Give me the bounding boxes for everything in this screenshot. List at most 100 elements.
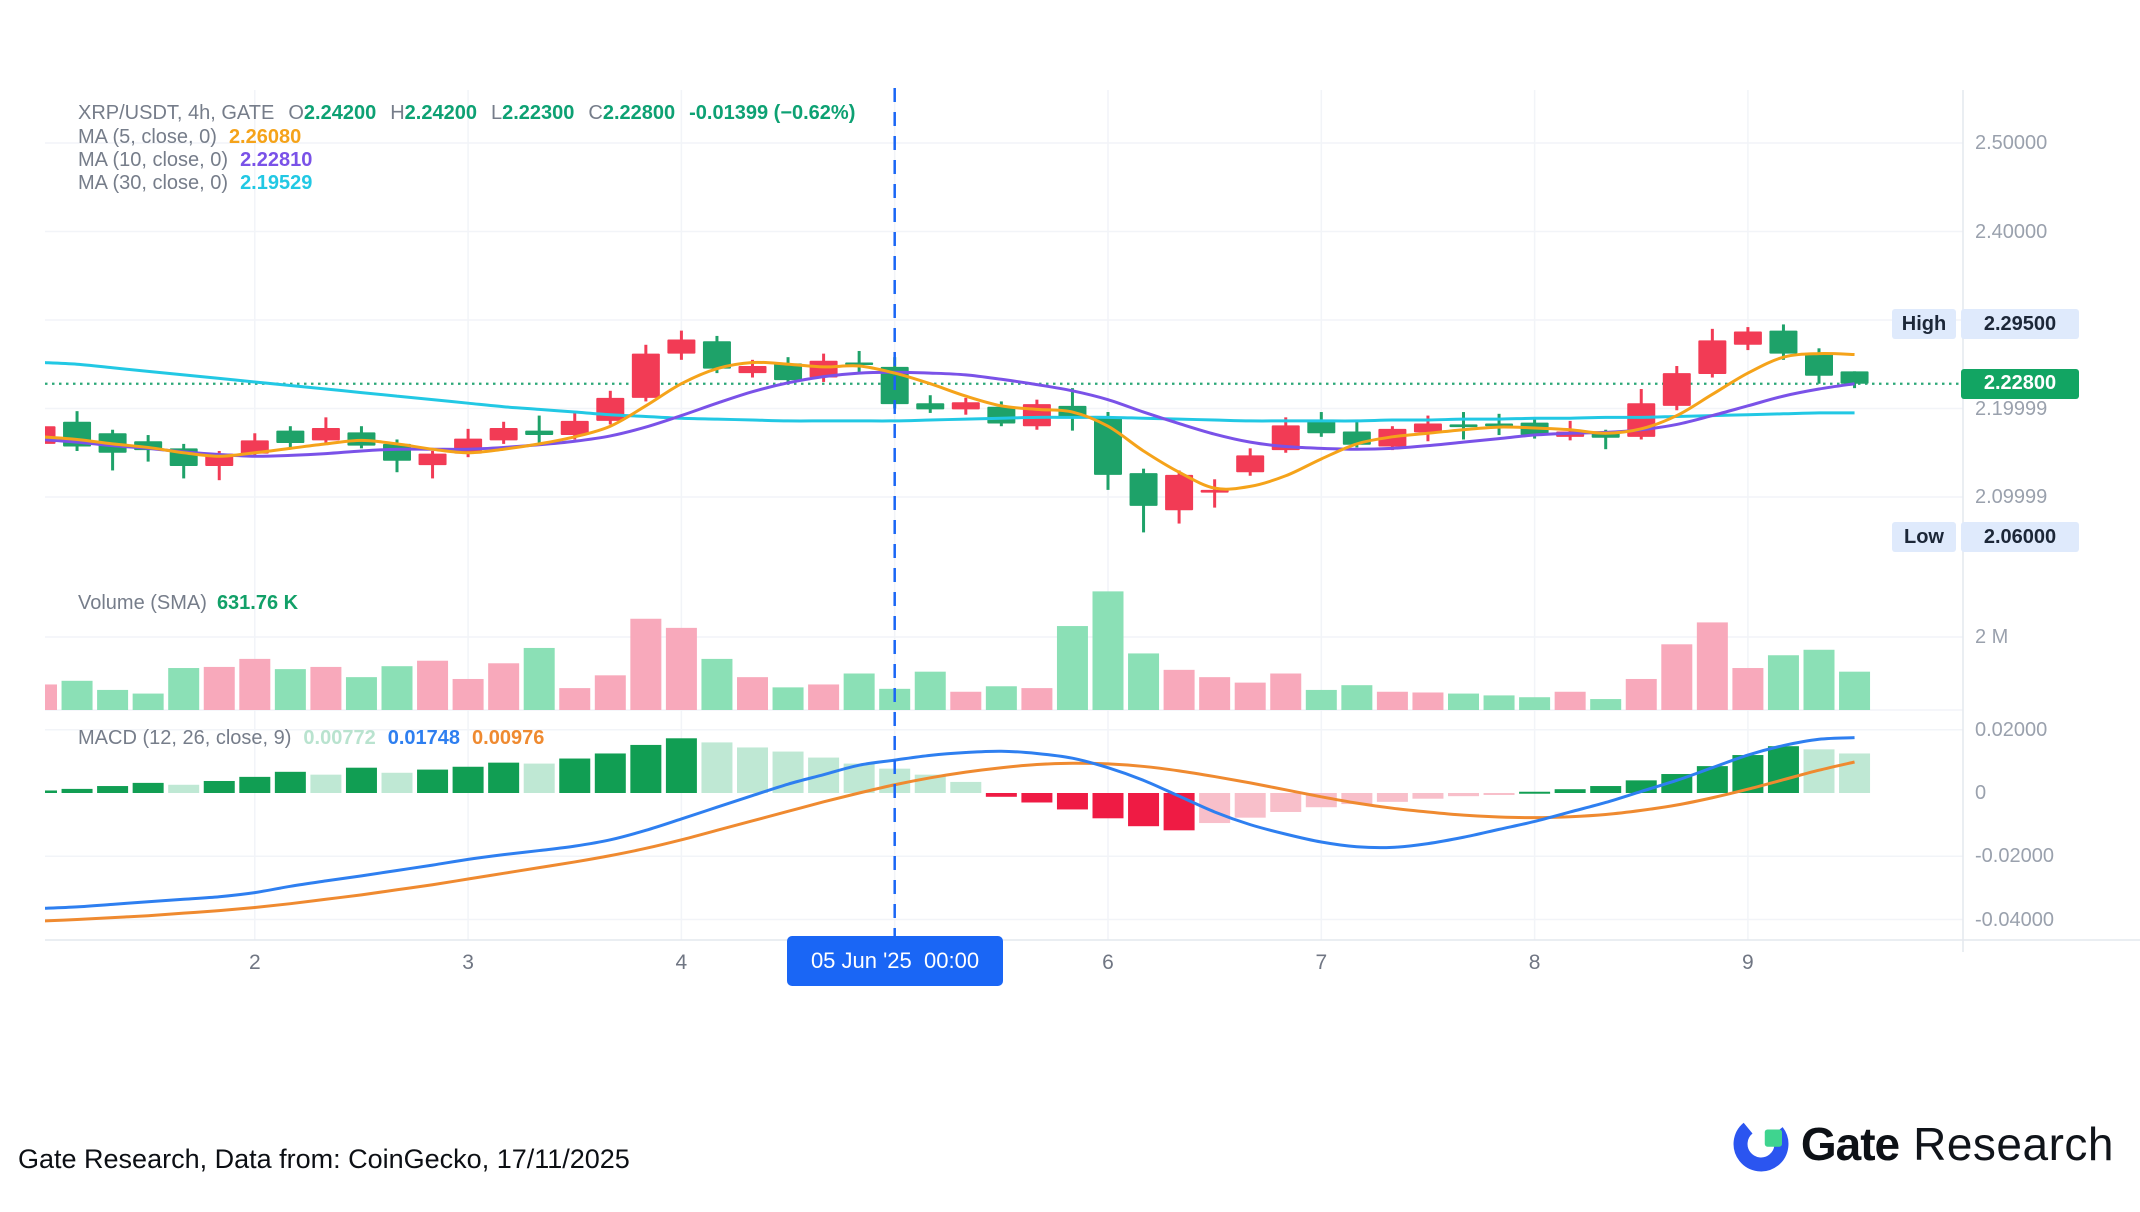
macd-hist-bar — [1341, 793, 1373, 805]
candle — [1733, 331, 1762, 345]
volume-bar — [1483, 695, 1515, 710]
candle — [1769, 330, 1798, 354]
volume-bar — [665, 627, 697, 710]
volume-bar — [1767, 655, 1799, 710]
candle — [560, 420, 589, 436]
ma10-legend: MA (10, close, 0) 2.22810 — [78, 149, 312, 172]
volume-bar — [1199, 677, 1231, 710]
candle — [1236, 455, 1265, 473]
volume-bar — [132, 693, 164, 710]
macd-hist-bar — [950, 781, 982, 793]
chart-svg[interactable] — [0, 0, 2140, 1010]
open-value: 2.24200 — [303, 102, 377, 124]
time-tick-label: 6 — [1102, 951, 1114, 974]
candle — [1200, 489, 1229, 493]
volume-bar — [1092, 591, 1124, 710]
axis-tick-label: 0.02000 — [1975, 718, 2048, 741]
volume-bar — [1234, 682, 1266, 710]
high-value: 2.24200 — [404, 102, 477, 124]
logo-gate-text: Gate — [1800, 1118, 1900, 1170]
gate-logo-icon — [1733, 1116, 1789, 1172]
axis-tick-label: 2.40000 — [1975, 220, 2048, 243]
macd-hist-bar — [1483, 793, 1515, 795]
high-badge-label: High — [1892, 309, 1956, 340]
volume-bar — [97, 689, 129, 710]
macd-hist-bar — [737, 747, 768, 793]
volume-bar — [1021, 688, 1053, 710]
volume-bar — [1056, 626, 1088, 710]
macd-hist-bar — [488, 762, 520, 793]
close-value: 2.22800 — [602, 102, 676, 124]
macd-hist-bar — [1554, 789, 1586, 793]
volume-bar — [559, 688, 591, 710]
macd-hist-value: 0.00772 — [303, 727, 376, 749]
macd-hist-bar — [203, 780, 235, 793]
volume-bar — [1732, 668, 1764, 710]
close-letter: C — [588, 102, 603, 124]
macd-hist-bar — [559, 758, 591, 793]
macd-hist-bar — [1128, 793, 1160, 827]
low-badge-label: Low — [1892, 522, 1956, 553]
volume-bar — [772, 687, 804, 710]
volume-bar — [274, 669, 306, 710]
low-value: 2.22300 — [502, 102, 575, 124]
candle — [1129, 473, 1158, 506]
ma5-line — [45, 352, 1855, 491]
volume-legend: Volume (SMA) 631.76 K — [78, 592, 298, 615]
ma5-label: MA (5, close, 0) — [78, 126, 217, 148]
time-tick-label: 2 — [248, 951, 261, 974]
volume-bar — [1696, 622, 1728, 710]
axis-tick-label: 2.50000 — [1975, 132, 2048, 154]
ma10-label: MA (10, close, 0) — [78, 149, 229, 171]
macd-hist-bar — [630, 744, 662, 793]
volume-bar — [594, 675, 626, 710]
macd-hist-bar — [1163, 793, 1195, 831]
candle — [738, 366, 767, 374]
volume-bar — [737, 677, 768, 710]
macd-hist-bar — [1412, 793, 1444, 799]
macd-hist-bar — [274, 771, 306, 793]
candle — [702, 341, 731, 369]
macd-hist-bar — [1270, 793, 1302, 812]
credit-text: Gate Research, Data from: CoinGecko, 17/… — [18, 1144, 630, 1174]
macd-hist-bar — [168, 784, 200, 793]
volume-bar — [808, 684, 840, 710]
volume-bar — [985, 686, 1017, 710]
volume-bar — [1412, 692, 1444, 710]
gate-research-logo: Gate Research — [1733, 1116, 2114, 1172]
open-letter: O — [288, 102, 304, 124]
change-value: -0.01399 (−0.62%) — [689, 102, 856, 124]
low-letter: L — [490, 102, 503, 124]
macd-hist-bar — [61, 788, 93, 793]
volume-bar — [1625, 678, 1657, 710]
axis-tick-label: 0 — [1975, 782, 1987, 804]
volume-bar — [488, 663, 520, 710]
ma30-line — [45, 361, 1855, 423]
macd-hist-bar — [310, 774, 342, 793]
volume-bar — [630, 618, 662, 710]
volume-bar — [1128, 653, 1160, 710]
candle — [489, 427, 518, 441]
macd-line-value: 0.01748 — [387, 727, 461, 749]
volume-bar — [239, 658, 271, 710]
macd-hist-bar — [97, 786, 129, 793]
volume-bar — [1163, 669, 1195, 710]
macd-hist-bar — [1021, 793, 1053, 803]
volume-bar — [843, 673, 875, 710]
volume-bar — [1554, 691, 1586, 710]
macd-legend: MACD (12, 26, close, 9) 0.00772 0.01748 0.0… — [78, 727, 544, 750]
candle — [1307, 420, 1336, 434]
candle — [1698, 340, 1727, 374]
candle — [1662, 373, 1691, 406]
axis-tick-label: 2.19999 — [1975, 397, 2048, 420]
current-price-badge: 2.22800 — [1961, 368, 2079, 399]
candle — [1165, 474, 1194, 511]
candle — [809, 360, 838, 378]
volume-bar — [168, 668, 200, 710]
volume-bar — [1448, 693, 1479, 710]
candle — [596, 397, 625, 421]
candle — [1271, 425, 1300, 451]
logo-research-text: Research — [1913, 1118, 2114, 1170]
candle — [774, 363, 803, 381]
volume-bar — [452, 678, 484, 710]
